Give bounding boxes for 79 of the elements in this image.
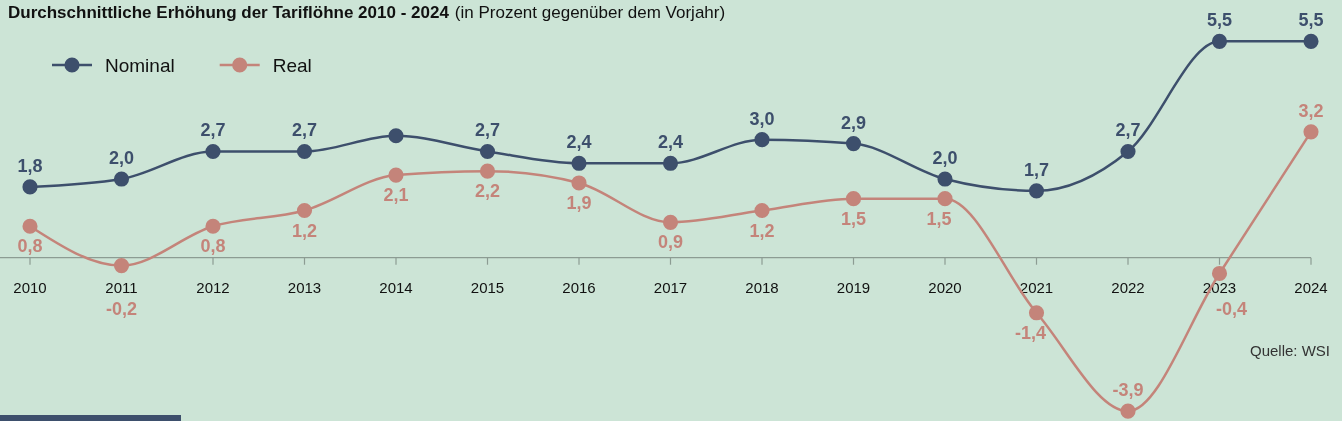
point (205, 143, 221, 160)
data-label: 2,7 (200, 120, 226, 141)
data-label: 0,8 (17, 236, 43, 257)
point (388, 167, 404, 183)
data-label: 2,2 (474, 181, 501, 202)
data-label: 2,7 (291, 120, 318, 141)
data-label: 0,8 (200, 236, 226, 257)
point (1303, 33, 1319, 49)
point (1028, 183, 1045, 199)
data-label: 2,7 (1115, 120, 1141, 141)
data-label: 5,5 (1206, 10, 1233, 31)
point (113, 171, 130, 187)
point (1028, 305, 1045, 321)
x-tick-label: 2018 (745, 278, 779, 296)
data-label: 3,2 (1298, 100, 1324, 121)
data-label: -1,4 (1014, 322, 1047, 343)
chart-subtitle: (in Prozent gegenüber dem Vorjahr) (454, 3, 726, 22)
x-tick-label: 2015 (470, 278, 505, 296)
x-tick-label: 2014 (379, 278, 413, 296)
point (205, 218, 221, 234)
data-label: 2,1 (383, 185, 409, 206)
data-label: 0,9 (657, 232, 684, 253)
data-label: 1,7 (1023, 159, 1050, 180)
point (1120, 403, 1136, 419)
data-label: 2,4 (566, 132, 592, 153)
point (754, 202, 770, 219)
data-label: -3,9 (1112, 380, 1144, 401)
point (845, 191, 862, 207)
data-label: 2,4 (657, 132, 684, 153)
chart-title: Durchschnittliche Erhöhung der Tariflöhne 2010 - 2024 (8, 3, 450, 22)
data-label: 1,8 (17, 155, 43, 176)
point (113, 258, 130, 274)
x-tick-label: 2020 (928, 278, 962, 296)
data-label: -0,4 (1215, 298, 1248, 319)
data-label: 2,7 (474, 120, 501, 141)
point (845, 136, 862, 152)
legend-label: Nominal (105, 55, 175, 76)
point (662, 214, 679, 230)
data-label: 2,0 (108, 148, 135, 169)
point (937, 171, 953, 187)
point (296, 202, 313, 219)
point (22, 218, 38, 234)
point (1211, 265, 1228, 282)
point (1303, 124, 1319, 140)
x-tick-label: 2021 (1019, 278, 1054, 296)
data-label: 1,5 (840, 208, 867, 229)
x-tick-label: 2013 (287, 278, 322, 296)
point (1120, 143, 1136, 160)
point (662, 155, 679, 171)
x-tick-label: 2023 (1202, 278, 1237, 296)
point (296, 143, 313, 160)
x-tick-label: 2017 (653, 278, 688, 296)
legend-label: Real (272, 55, 312, 76)
x-tick-label: 2016 (562, 278, 596, 296)
data-label: -0,2 (105, 298, 138, 319)
point (571, 155, 587, 171)
x-tick-label: 2010 (13, 278, 47, 296)
point (479, 143, 496, 160)
data-label: 2,9 (840, 112, 867, 133)
point (479, 163, 496, 179)
point (1211, 33, 1228, 49)
x-tick-label: 2019 (836, 278, 871, 296)
data-label: 1,2 (749, 220, 775, 241)
data-label: 2,0 (932, 148, 958, 169)
x-tick-label: 2012 (196, 278, 230, 296)
data-label: 1,9 (566, 192, 592, 213)
data-label: 1,2 (291, 220, 318, 241)
point (22, 179, 38, 195)
data-label: 5,5 (1298, 10, 1324, 31)
point (754, 132, 770, 148)
x-tick-label: 2022 (1111, 278, 1145, 296)
x-tick-label: 2024 (1294, 278, 1328, 296)
x-tick-label: 2011 (105, 278, 138, 296)
point (571, 175, 587, 191)
point (388, 128, 404, 144)
point (937, 191, 953, 207)
data-label: 3,0 (749, 108, 775, 129)
data-label: 1,5 (926, 208, 952, 229)
annotation: Quelle: WSI (1249, 342, 1330, 359)
